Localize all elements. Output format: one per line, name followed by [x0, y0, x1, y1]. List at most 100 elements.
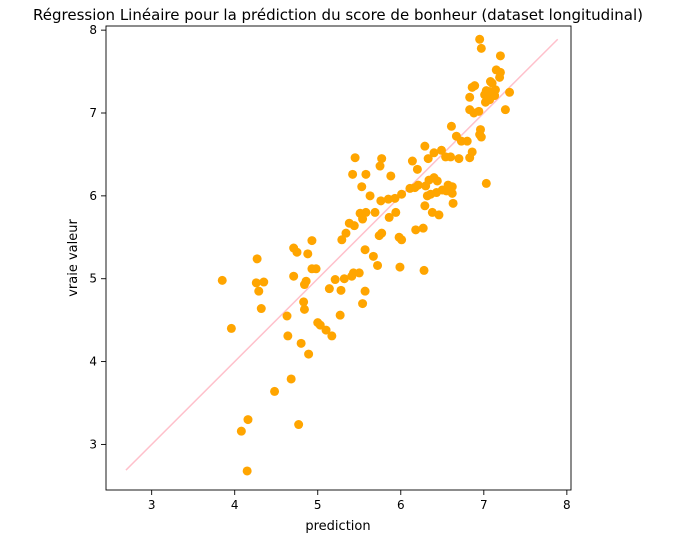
data-point [481, 178, 491, 188]
data-point [282, 311, 292, 321]
data-point [339, 274, 349, 284]
data-point [495, 67, 505, 77]
data-point [375, 161, 385, 171]
data-point [330, 275, 340, 285]
data-point [256, 304, 266, 314]
data-point [299, 304, 309, 314]
data-point [348, 169, 358, 179]
data-point [254, 286, 264, 296]
data-point [397, 189, 407, 199]
data-point [500, 105, 510, 115]
data-point [418, 223, 428, 233]
data-point [236, 426, 246, 436]
data-point [348, 268, 358, 278]
data-point [467, 147, 477, 157]
data-point [412, 164, 422, 174]
data-point [384, 212, 394, 222]
data-point [365, 191, 375, 201]
data-point [361, 169, 371, 179]
data-point [341, 228, 351, 238]
data-point [390, 193, 400, 203]
data-point [447, 182, 457, 192]
data-point [286, 374, 296, 384]
data-point [289, 271, 299, 281]
y-tick-label: 8 [89, 23, 97, 37]
data-point [476, 43, 486, 53]
data-point [383, 194, 393, 204]
data-point [475, 125, 485, 135]
data-point [411, 225, 421, 235]
data-point [358, 214, 368, 224]
y-axis-label: vraie valeur [66, 219, 81, 297]
y-tick-label: 5 [89, 272, 97, 286]
reference-line [125, 38, 559, 471]
data-point [321, 325, 331, 335]
x-tick-label: 7 [480, 498, 488, 512]
data-point [361, 207, 371, 217]
data-point [368, 251, 378, 261]
data-point [465, 92, 475, 102]
data-point [394, 232, 404, 242]
plot-area [105, 25, 572, 491]
data-point [283, 331, 293, 341]
data-point [360, 286, 370, 296]
data-point [462, 136, 472, 146]
data-point [448, 198, 458, 208]
data-point [419, 265, 429, 275]
data-point [505, 87, 515, 97]
data-point [349, 221, 359, 231]
data-point [474, 106, 484, 116]
data-point [304, 349, 314, 359]
x-tick-label: 8 [563, 498, 571, 512]
data-point [446, 152, 456, 162]
x-tick-label: 5 [314, 498, 322, 512]
data-point [307, 264, 317, 274]
data-point [407, 156, 417, 166]
data-point [476, 132, 486, 142]
y-tick-label: 7 [89, 106, 97, 120]
data-point [242, 466, 252, 476]
data-point [226, 323, 236, 333]
y-tick-label: 6 [89, 189, 97, 203]
data-point [373, 260, 383, 270]
data-point [447, 188, 457, 198]
data-point [360, 245, 370, 255]
x-axis-label: prediction [305, 519, 370, 534]
data-point [432, 176, 442, 186]
y-tick-label: 3 [89, 437, 97, 451]
data-point [376, 196, 386, 206]
data-point [270, 386, 280, 396]
data-point [327, 331, 337, 341]
data-point [391, 207, 401, 217]
data-point [217, 275, 227, 285]
axes-frame [105, 25, 572, 491]
data-point [374, 231, 384, 241]
data-point [420, 141, 430, 151]
data-point [434, 210, 444, 220]
data-points [217, 34, 515, 476]
data-point [490, 85, 500, 95]
x-tick-label: 3 [148, 498, 156, 512]
data-point [467, 82, 477, 92]
data-point [292, 247, 302, 257]
data-point [259, 277, 269, 287]
data-point [446, 121, 456, 131]
y-axis: 3 4 5 6 7 8 [89, 23, 106, 451]
x-axis: 3 4 5 6 7 8 [148, 490, 571, 512]
data-point [252, 254, 262, 264]
data-point [386, 171, 396, 181]
data-point [475, 34, 485, 44]
x-tick-label: 6 [397, 498, 405, 512]
data-point [495, 51, 505, 61]
data-point [454, 154, 464, 164]
data-point [294, 420, 304, 430]
data-point [337, 235, 347, 245]
data-point [307, 236, 317, 246]
y-tick-label: 4 [89, 355, 97, 369]
x-tick-label: 4 [231, 498, 239, 512]
data-point [335, 310, 345, 320]
data-point [429, 148, 439, 158]
data-point [301, 276, 311, 286]
